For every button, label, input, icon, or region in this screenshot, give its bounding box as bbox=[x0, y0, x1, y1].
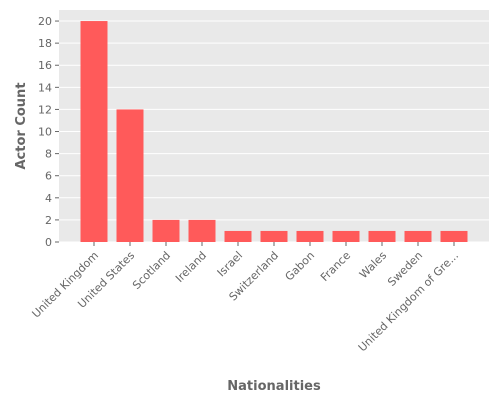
y-tick-label: 0 bbox=[45, 236, 52, 249]
y-tick-label: 8 bbox=[45, 148, 52, 161]
y-tick-label: 14 bbox=[38, 81, 52, 94]
y-axis-label: Actor Count bbox=[14, 82, 29, 169]
bar bbox=[332, 230, 360, 242]
bar bbox=[404, 230, 432, 242]
bar bbox=[296, 230, 324, 242]
y-axis-ticks: 0 2 4 6 8 10 12 14 16 18 20 bbox=[38, 15, 59, 249]
x-tick-label: Wales bbox=[357, 249, 389, 281]
y-tick-label: 20 bbox=[38, 15, 52, 28]
x-axis-label: Nationalities bbox=[227, 379, 321, 394]
x-tick-label: Gabon bbox=[283, 249, 318, 284]
bar bbox=[188, 219, 216, 242]
y-tick-label: 12 bbox=[38, 103, 52, 116]
y-tick-label: 4 bbox=[45, 192, 52, 205]
x-tick-label: France bbox=[318, 249, 353, 284]
bars bbox=[80, 21, 468, 242]
bar bbox=[80, 21, 108, 242]
y-tick-label: 2 bbox=[45, 214, 52, 227]
bar bbox=[152, 219, 180, 242]
y-tick-label: 6 bbox=[45, 170, 52, 183]
y-tick-label: 18 bbox=[38, 37, 52, 50]
bar bbox=[260, 230, 288, 242]
y-tick-label: 16 bbox=[38, 59, 52, 72]
bar bbox=[224, 230, 252, 242]
x-tick-label: Ireland bbox=[173, 249, 209, 285]
y-tick-label: 10 bbox=[38, 126, 52, 139]
bar bbox=[440, 230, 468, 242]
bar bbox=[368, 230, 396, 242]
x-tick-label: Scotland bbox=[130, 249, 173, 292]
bar bbox=[116, 109, 144, 242]
x-tick-label: Israel bbox=[215, 249, 245, 279]
x-tick-label: United Kingdom bbox=[29, 249, 101, 321]
